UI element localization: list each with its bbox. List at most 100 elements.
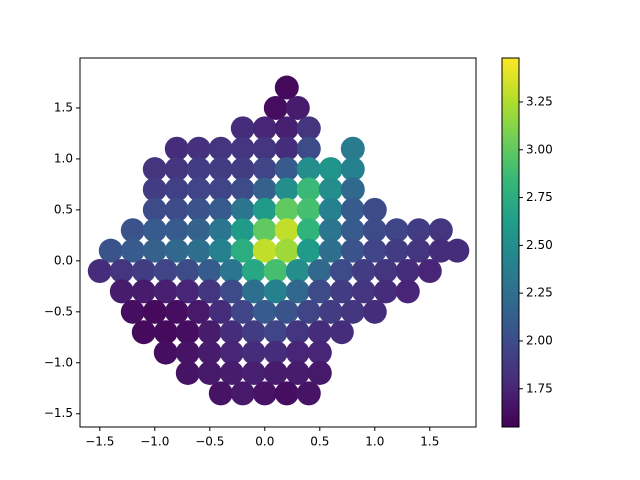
point bbox=[241, 340, 266, 365]
x-tick-label: −1.5 bbox=[85, 435, 114, 449]
point bbox=[252, 381, 277, 406]
y-tick-label: −1.0 bbox=[44, 355, 73, 369]
x-tick-label: 0.5 bbox=[310, 435, 329, 449]
y-tick-label: −1.5 bbox=[44, 406, 73, 420]
point bbox=[318, 157, 343, 182]
point bbox=[186, 157, 211, 182]
point bbox=[263, 95, 288, 120]
point bbox=[208, 197, 233, 222]
point bbox=[230, 177, 255, 202]
point bbox=[241, 360, 266, 385]
point bbox=[274, 238, 299, 263]
point bbox=[230, 218, 255, 243]
point bbox=[252, 177, 277, 202]
point bbox=[318, 218, 343, 243]
point bbox=[263, 320, 288, 345]
point bbox=[274, 299, 299, 324]
point bbox=[164, 177, 189, 202]
point bbox=[230, 238, 255, 263]
colorbar-tick-label: 1.75 bbox=[526, 381, 553, 395]
point bbox=[296, 218, 321, 243]
point bbox=[186, 197, 211, 222]
point bbox=[120, 218, 145, 243]
colorbar-tick-label: 2.00 bbox=[526, 333, 553, 347]
point bbox=[164, 197, 189, 222]
point bbox=[351, 279, 376, 304]
point bbox=[274, 177, 299, 202]
colorbar-tick-label: 2.75 bbox=[526, 190, 553, 204]
x-tick-label: 1.0 bbox=[365, 435, 384, 449]
point bbox=[417, 259, 442, 284]
point bbox=[120, 238, 145, 263]
point bbox=[274, 136, 299, 161]
point bbox=[197, 360, 222, 385]
point bbox=[274, 197, 299, 222]
point bbox=[219, 340, 244, 365]
point bbox=[98, 238, 123, 263]
point bbox=[274, 381, 299, 406]
y-tick-label: −0.5 bbox=[44, 304, 73, 318]
point bbox=[252, 299, 277, 324]
point bbox=[208, 177, 233, 202]
point bbox=[307, 279, 332, 304]
point bbox=[307, 340, 332, 365]
point bbox=[362, 299, 387, 324]
point bbox=[109, 259, 134, 284]
point bbox=[285, 320, 310, 345]
point bbox=[384, 238, 409, 263]
point bbox=[131, 279, 156, 304]
point bbox=[164, 299, 189, 324]
point bbox=[219, 259, 244, 284]
point bbox=[274, 116, 299, 141]
point bbox=[318, 177, 343, 202]
point bbox=[285, 95, 310, 120]
colorbar bbox=[501, 57, 520, 428]
point bbox=[263, 279, 288, 304]
point bbox=[307, 320, 332, 345]
point bbox=[153, 259, 178, 284]
point bbox=[351, 259, 376, 284]
point bbox=[395, 279, 420, 304]
point bbox=[153, 320, 178, 345]
colorbar-tick-label: 2.50 bbox=[526, 238, 553, 252]
point bbox=[175, 340, 200, 365]
point bbox=[252, 218, 277, 243]
point bbox=[274, 75, 299, 100]
point bbox=[307, 360, 332, 385]
colorbar-tick-label: 2.25 bbox=[526, 286, 553, 300]
point bbox=[252, 116, 277, 141]
point bbox=[186, 177, 211, 202]
point bbox=[362, 197, 387, 222]
point bbox=[142, 238, 167, 263]
point bbox=[153, 279, 178, 304]
point bbox=[318, 299, 343, 324]
point bbox=[142, 157, 167, 182]
point bbox=[208, 299, 233, 324]
point bbox=[252, 238, 277, 263]
point bbox=[230, 299, 255, 324]
point bbox=[445, 238, 470, 263]
point bbox=[219, 320, 244, 345]
point bbox=[197, 259, 222, 284]
point bbox=[142, 197, 167, 222]
point bbox=[131, 259, 156, 284]
point bbox=[241, 259, 266, 284]
x-tick-label: 0.0 bbox=[255, 435, 274, 449]
point bbox=[131, 320, 156, 345]
point bbox=[263, 360, 288, 385]
point bbox=[406, 218, 431, 243]
point bbox=[395, 259, 420, 284]
colorbar-tick-label: 3.00 bbox=[526, 142, 553, 156]
point bbox=[164, 157, 189, 182]
point bbox=[197, 279, 222, 304]
point bbox=[373, 279, 398, 304]
point bbox=[263, 340, 288, 365]
point bbox=[285, 360, 310, 385]
point bbox=[307, 259, 332, 284]
point bbox=[252, 197, 277, 222]
point bbox=[362, 238, 387, 263]
x-tick-label: 1.5 bbox=[420, 435, 439, 449]
point bbox=[296, 381, 321, 406]
point bbox=[230, 197, 255, 222]
